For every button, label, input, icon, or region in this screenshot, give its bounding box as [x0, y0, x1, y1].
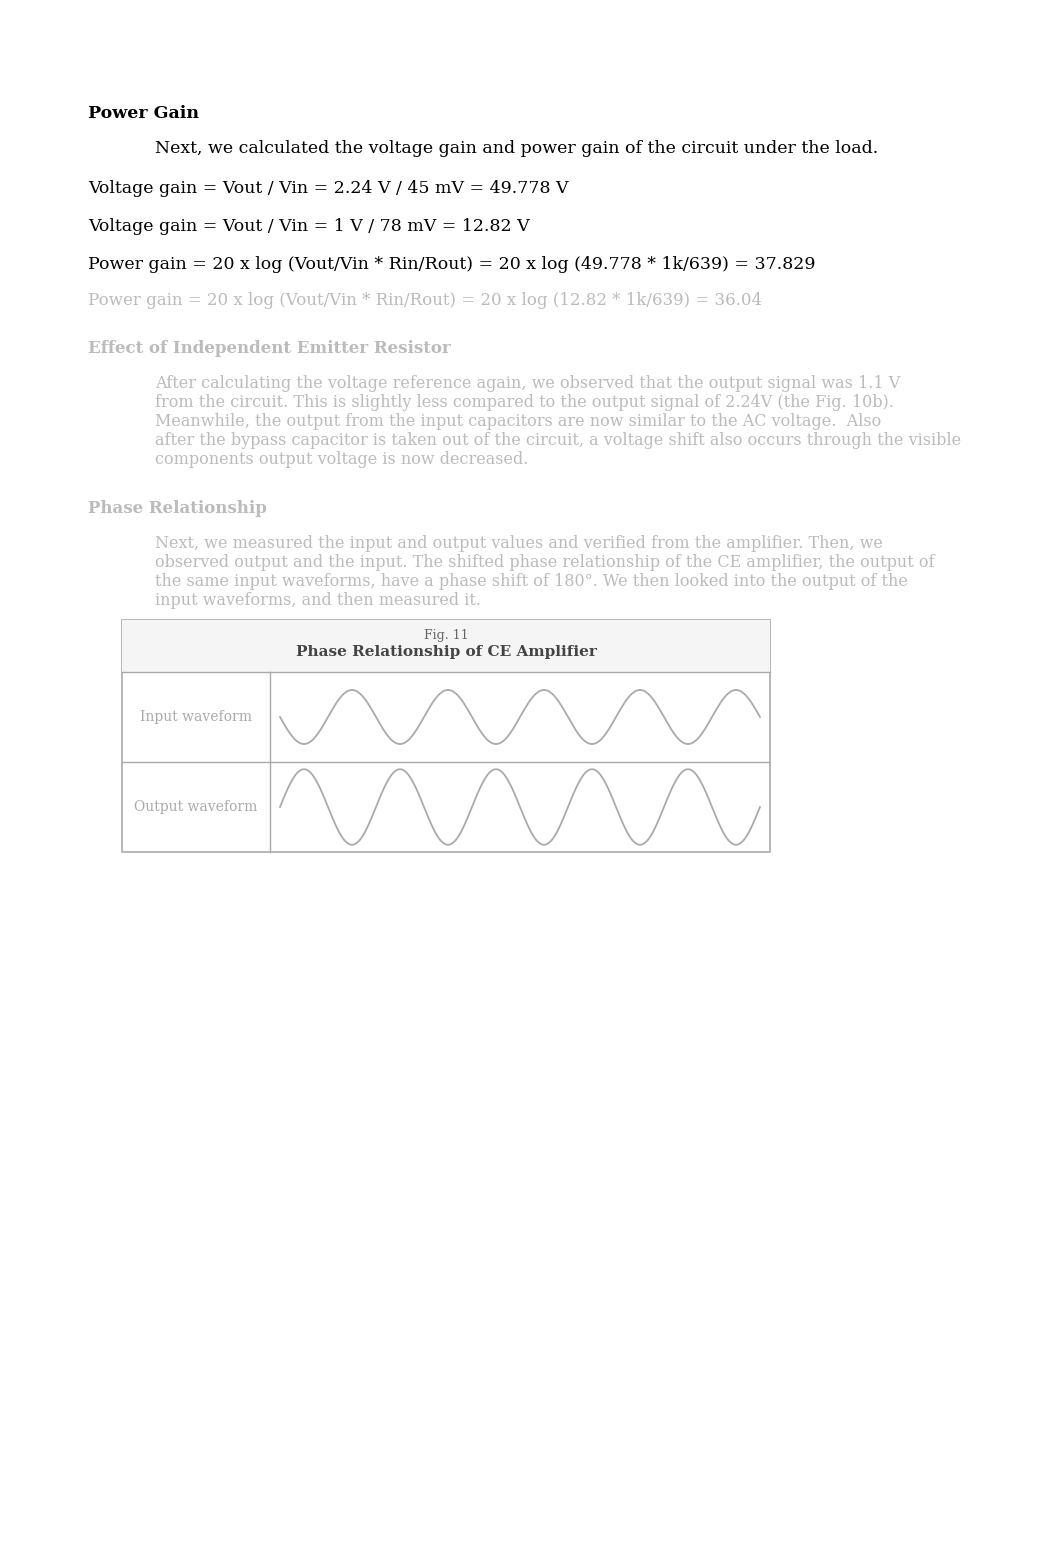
Text: observed output and the input. The shifted phase relationship of the CE amplifie: observed output and the input. The shift…	[155, 554, 935, 571]
Text: Power gain = 20 x log (Vout/Vin * Rin/Rout) = 20 x log (12.82 * 1k/639) = 36.04: Power gain = 20 x log (Vout/Vin * Rin/Ro…	[88, 293, 763, 310]
Text: Next, we calculated the voltage gain and power gain of the circuit under the loa: Next, we calculated the voltage gain and…	[155, 140, 878, 157]
Text: Fig. 11: Fig. 11	[424, 629, 468, 643]
Text: the same input waveforms, have a phase shift of 180°. We then looked into the ou: the same input waveforms, have a phase s…	[155, 573, 908, 590]
Text: Output waveform: Output waveform	[134, 800, 258, 814]
Bar	[122, 619, 770, 853]
Text: after the bypass capacitor is taken out of the circuit, a voltage shift also occ: after the bypass capacitor is taken out …	[155, 433, 961, 450]
Text: components output voltage is now decreased.: components output voltage is now decreas…	[155, 451, 529, 468]
Text: Input waveform: Input waveform	[140, 710, 252, 724]
Text: Voltage gain = Vout / Vin = 1 V / 78 mV = 12.82 V: Voltage gain = Vout / Vin = 1 V / 78 mV …	[88, 218, 530, 235]
Text: After calculating the voltage reference again, we observed that the output signa: After calculating the voltage reference …	[155, 375, 901, 392]
Text: Power gain = 20 x log (Vout/Vin * Rin/Rout) = 20 x log (49.778 * 1k/639) = 37.82: Power gain = 20 x log (Vout/Vin * Rin/Ro…	[88, 257, 816, 272]
Text: Power Gain: Power Gain	[88, 104, 199, 121]
Text: Next, we measured the input and output values and verified from the amplifier. T: Next, we measured the input and output v…	[155, 535, 883, 552]
Text: Voltage gain = Vout / Vin = 2.24 V / 45 mV = 49.778 V: Voltage gain = Vout / Vin = 2.24 V / 45 …	[88, 180, 568, 198]
Text: Phase Relationship of CE Amplifier: Phase Relationship of CE Amplifier	[295, 644, 597, 658]
Text: Phase Relationship: Phase Relationship	[88, 499, 267, 517]
Text: Meanwhile, the output from the input capacitors are now similar to the AC voltag: Meanwhile, the output from the input cap…	[155, 412, 881, 429]
Text: Effect of Independent Emitter Resistor: Effect of Independent Emitter Resistor	[88, 341, 450, 356]
Text: from the circuit. This is slightly less compared to the output signal of 2.24V (: from the circuit. This is slightly less …	[155, 394, 894, 411]
Text: input waveforms, and then measured it.: input waveforms, and then measured it.	[155, 591, 481, 608]
Bar	[122, 619, 770, 672]
